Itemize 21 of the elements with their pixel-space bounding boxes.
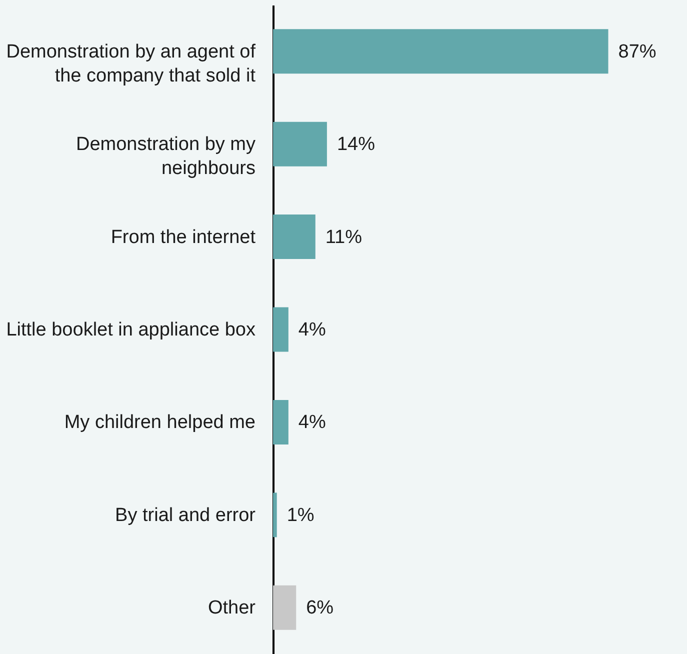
y-tick-label: Other <box>208 598 256 619</box>
bar <box>273 492 277 538</box>
bar <box>273 307 288 352</box>
data-label: 87% <box>618 41 656 62</box>
bar <box>273 585 296 630</box>
data-label: 1% <box>286 504 314 526</box>
bar <box>273 400 288 444</box>
bar <box>273 122 327 166</box>
data-label: 6% <box>306 598 334 619</box>
bar <box>273 29 608 74</box>
y-tick-label: From the internet <box>110 226 256 248</box>
y-tick-label: My children helped me <box>64 412 256 434</box>
data-label: 11% <box>325 226 362 248</box>
y-tick-label: Demonstration by an agent of the company that sold it <box>6 41 256 86</box>
data-label: 4% <box>298 320 326 340</box>
data-label: 14% <box>336 134 376 156</box>
y-tick-label: By trial and error <box>115 504 256 526</box>
y-tick-label: Demonstration by my neighbours <box>76 134 256 180</box>
bar <box>273 214 316 260</box>
data-label: 4% <box>298 412 326 434</box>
y-tick-label: Little booklet in appliance box <box>6 320 256 340</box>
